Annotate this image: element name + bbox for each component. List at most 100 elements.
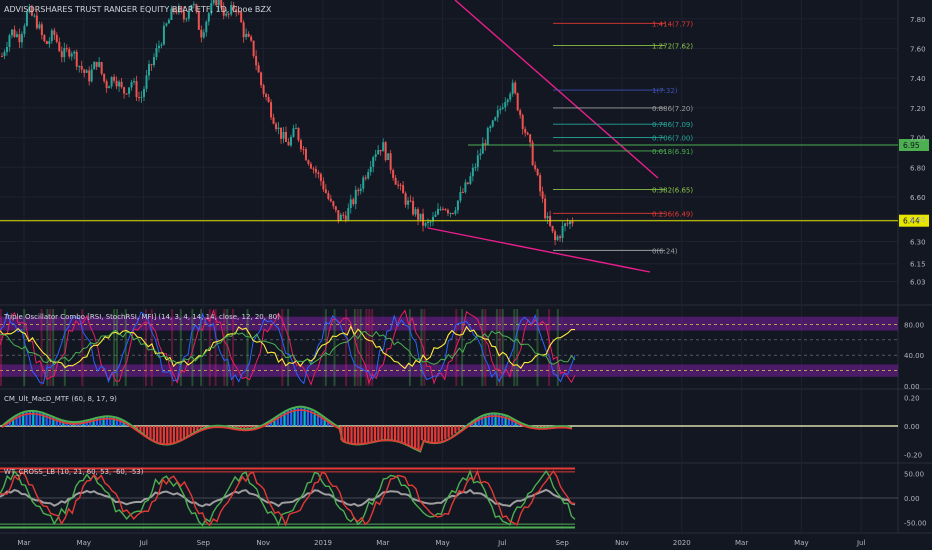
osc-signal-bar <box>556 309 559 386</box>
candle-body <box>424 223 427 226</box>
candle-body <box>444 209 447 211</box>
macd-histogram-bar <box>487 414 490 426</box>
candle-body <box>494 117 497 121</box>
macd-histogram-bar <box>99 417 102 426</box>
candle-body <box>496 110 499 118</box>
candle-body <box>372 157 375 167</box>
candle-body <box>287 141 290 146</box>
candle-body <box>407 200 410 205</box>
macd-histogram-bar <box>501 415 504 426</box>
osc-signal-bar <box>516 309 519 386</box>
candle-body <box>195 4 198 12</box>
osc-tick-label: 80.00 <box>904 321 924 329</box>
osc-signal-bar <box>345 309 348 386</box>
candle-body <box>299 140 302 150</box>
macd-histogram-bar <box>353 426 356 444</box>
macd-histogram-bar <box>430 426 433 443</box>
candle-body <box>262 85 265 95</box>
candle-body <box>128 87 131 94</box>
candle-body <box>138 97 141 99</box>
macd-histogram-bar <box>306 409 310 426</box>
osc-signal-bar <box>145 309 147 386</box>
macd-histogram-bar <box>273 417 276 426</box>
osc-signal-bar <box>281 309 284 386</box>
macd-histogram-bar <box>162 426 165 444</box>
macd-histogram-bar <box>494 414 497 426</box>
osc-signal-bar <box>232 309 234 386</box>
macd-histogram-bar <box>316 414 320 426</box>
osc-signal-bar <box>481 309 484 386</box>
candle-body <box>23 25 26 35</box>
macd-histogram-bar <box>146 426 149 437</box>
candle-body <box>431 216 434 222</box>
candle-body <box>255 56 258 66</box>
macd-histogram-bar <box>484 414 487 426</box>
candle-body <box>314 168 317 173</box>
macd-histogram-bar <box>290 409 293 426</box>
macd-title: CM_Ult_MacD_MTF (60, 8, 17, 9) <box>4 395 117 403</box>
candle-body <box>436 208 439 215</box>
macd-histogram-bar <box>404 426 407 445</box>
chart-title: ADVISORSHARES TRUST RANGER EQUITY BEAR E… <box>4 5 272 14</box>
osc-signal-bar <box>246 309 249 386</box>
osc-signal-bar <box>223 309 226 386</box>
macd-histogram-bar <box>343 426 346 442</box>
macd-histogram-bar <box>38 412 42 426</box>
candle-body <box>571 221 574 224</box>
macd-histogram-bar <box>179 426 182 440</box>
candle-body <box>277 127 280 130</box>
osc-signal-bar <box>359 309 362 386</box>
macd-histogram-bar <box>313 412 316 426</box>
candle-body <box>50 30 53 42</box>
candle-body <box>222 7 225 16</box>
candle-body <box>434 214 437 217</box>
candle-body <box>245 33 248 38</box>
candle-body <box>564 223 567 227</box>
candle-body <box>481 143 484 154</box>
candle-body <box>539 175 542 192</box>
candle-body <box>504 102 507 108</box>
candle-body <box>192 4 195 6</box>
candle-body <box>40 24 43 35</box>
macd-histogram-bar <box>417 426 420 451</box>
candle-body <box>327 193 330 199</box>
candle-body <box>389 153 392 171</box>
macd-histogram-bar <box>276 415 279 426</box>
macd-histogram-bar <box>42 413 45 426</box>
candle-body <box>451 213 454 215</box>
macd-signal-line <box>1 409 573 452</box>
price-axis[interactable]: 6.95 6.44 7.80 7.60 7.40 7.20 7.00 6.80 6.60 6.45… <box>899 16 929 528</box>
candle-body <box>170 8 173 20</box>
price-tick-label: 7.40 <box>910 75 926 83</box>
candle-body <box>302 149 305 151</box>
candle-body <box>207 13 210 22</box>
candle-body <box>25 12 28 26</box>
macd-histogram-bar <box>52 417 55 426</box>
candle-body <box>260 72 263 86</box>
candle-body <box>427 221 430 224</box>
candle-body <box>200 29 203 38</box>
price-tick-label: 6.15 <box>910 261 926 269</box>
candle-body <box>152 57 155 66</box>
candle-body <box>387 153 390 160</box>
macd-histogram-bar <box>420 426 423 441</box>
candle-body <box>357 189 360 191</box>
candle-body <box>379 149 382 152</box>
time-axis[interactable]: Mar May Jul Sep Nov 2019 Mar May Jul Sep Nov 2020 Ma… <box>17 539 865 547</box>
time-tick-label: Jul <box>497 539 507 547</box>
wavetrend-pane <box>0 467 898 529</box>
candle-body <box>402 185 405 194</box>
macd-histogram-bar <box>243 426 246 430</box>
macd-histogram-bar <box>400 426 403 443</box>
candle-body <box>35 15 38 29</box>
macd-histogram-bar <box>424 426 427 442</box>
macd-histogram-bar <box>239 426 243 429</box>
candle-body <box>210 3 213 14</box>
macd-histogram-bar <box>156 426 159 443</box>
macd-histogram-bar <box>323 418 326 426</box>
candle-body <box>531 142 534 166</box>
candle-body <box>3 52 6 57</box>
macd-histogram-bar <box>32 411 35 426</box>
